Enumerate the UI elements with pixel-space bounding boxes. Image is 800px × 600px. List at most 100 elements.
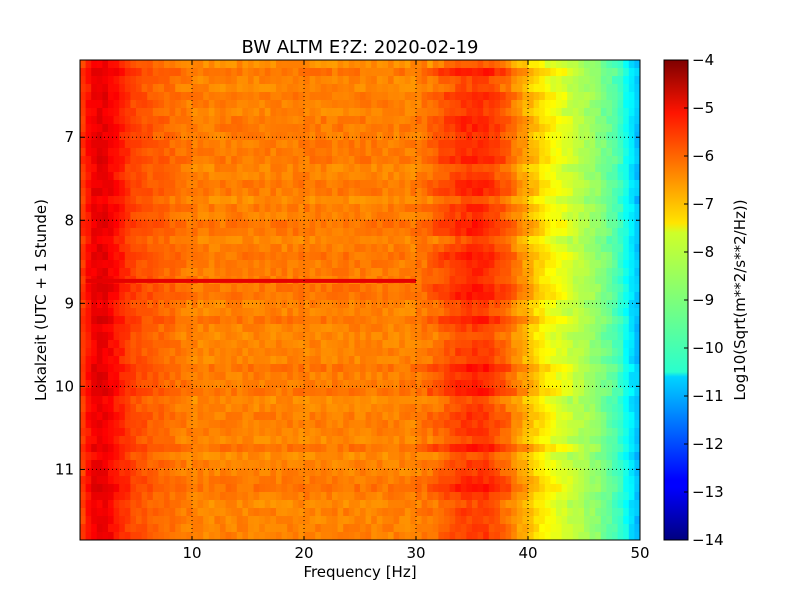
heatmap-cell <box>91 108 98 117</box>
heatmap-cell <box>522 236 529 245</box>
heatmap-cell <box>169 356 176 365</box>
heatmap-cell <box>253 284 260 293</box>
heatmap-cell <box>561 244 568 253</box>
heatmap-cell <box>276 124 283 133</box>
heatmap-cell <box>550 452 557 461</box>
heatmap-cell <box>438 372 445 381</box>
heatmap-cell <box>343 196 350 205</box>
heatmap-cell <box>539 84 546 93</box>
heatmap-cell <box>606 404 613 413</box>
heatmap-cell <box>136 388 143 397</box>
heatmap-cell <box>124 236 131 245</box>
heatmap-cell <box>231 404 238 413</box>
heatmap-cell <box>550 268 557 277</box>
heatmap-cell <box>511 124 518 133</box>
heatmap-cell <box>236 164 243 173</box>
heatmap-cell <box>421 388 428 397</box>
heatmap-cell <box>326 316 333 325</box>
heatmap-cell <box>113 68 120 77</box>
heatmap-cell <box>376 84 383 93</box>
heatmap-cell <box>113 292 120 301</box>
heatmap-cell <box>354 116 361 125</box>
heatmap-cell <box>164 164 171 173</box>
heatmap-cell <box>522 164 529 173</box>
heatmap-cell <box>623 204 630 213</box>
heatmap-cell <box>320 220 327 229</box>
heatmap-cell <box>180 316 187 325</box>
heatmap-cell <box>539 356 546 365</box>
heatmap-cell <box>270 116 277 125</box>
heatmap-cell <box>416 68 423 77</box>
heatmap-cell <box>595 444 602 453</box>
heatmap-cell <box>416 308 423 317</box>
heatmap-cell <box>634 68 640 77</box>
heatmap-cell <box>304 292 311 301</box>
heatmap-cell <box>584 68 591 77</box>
heatmap-cell <box>124 340 131 349</box>
heatmap-cell <box>477 380 484 389</box>
heatmap-cell <box>180 404 187 413</box>
heatmap-cell <box>421 420 428 429</box>
heatmap-cell <box>236 60 243 69</box>
heatmap-cell <box>472 356 479 365</box>
heatmap-cell <box>360 284 367 293</box>
heatmap-cell <box>113 132 120 141</box>
heatmap-cell <box>298 212 305 221</box>
heatmap-cell <box>141 340 148 349</box>
heatmap-cell <box>169 196 176 205</box>
heatmap-cell <box>276 428 283 437</box>
heatmap-cell <box>623 372 630 381</box>
heatmap-cell <box>214 428 221 437</box>
heatmap-cell <box>371 412 378 421</box>
heatmap-cell <box>337 140 344 149</box>
heatmap-cell <box>528 188 535 197</box>
heatmap-cell <box>427 372 434 381</box>
heatmap-cell <box>248 260 255 269</box>
heatmap-cell <box>276 204 283 213</box>
heatmap-cell <box>365 204 372 213</box>
heatmap-cell <box>416 300 423 309</box>
heatmap-cell <box>119 388 126 397</box>
heatmap-cell <box>595 308 602 317</box>
heatmap-cell <box>449 220 456 229</box>
heatmap-cell <box>544 228 551 237</box>
heatmap-cell <box>175 396 182 405</box>
heatmap-cell <box>113 164 120 173</box>
heatmap-cell <box>567 164 574 173</box>
heatmap-cell <box>612 204 619 213</box>
heatmap-cell <box>494 372 501 381</box>
heatmap-cell <box>169 412 176 421</box>
heatmap-cell <box>332 348 339 357</box>
heatmap-cell <box>281 116 288 125</box>
heatmap-cell <box>628 260 635 269</box>
heatmap-cell <box>287 180 294 189</box>
heatmap-cell <box>354 196 361 205</box>
heatmap-cell <box>388 180 395 189</box>
heatmap-cell <box>455 364 462 373</box>
heatmap-cell <box>533 300 540 309</box>
heatmap-cell <box>119 404 126 413</box>
heatmap-cell <box>309 60 316 69</box>
heatmap-cell <box>337 156 344 165</box>
heatmap-cell <box>292 220 299 229</box>
heatmap-cell <box>354 252 361 261</box>
heatmap-cell <box>292 332 299 341</box>
heatmap-cell <box>169 100 176 109</box>
heatmap-cell <box>186 396 193 405</box>
heatmap-cell <box>421 444 428 453</box>
heatmap-cell <box>343 268 350 277</box>
heatmap-cell <box>315 428 322 437</box>
heatmap-cell <box>388 404 395 413</box>
heatmap-cell <box>102 292 109 301</box>
heatmap-cell <box>500 236 507 245</box>
heatmap-cell <box>208 396 215 405</box>
heatmap-cell <box>416 236 423 245</box>
heatmap-cell <box>382 308 389 317</box>
heatmap-cell <box>192 380 199 389</box>
heatmap-cell <box>85 76 92 85</box>
heatmap-cell <box>432 180 439 189</box>
heatmap-cell <box>108 436 115 445</box>
heatmap-cell <box>404 132 411 141</box>
heatmap-cell <box>589 252 596 261</box>
heatmap-cell <box>147 292 154 301</box>
